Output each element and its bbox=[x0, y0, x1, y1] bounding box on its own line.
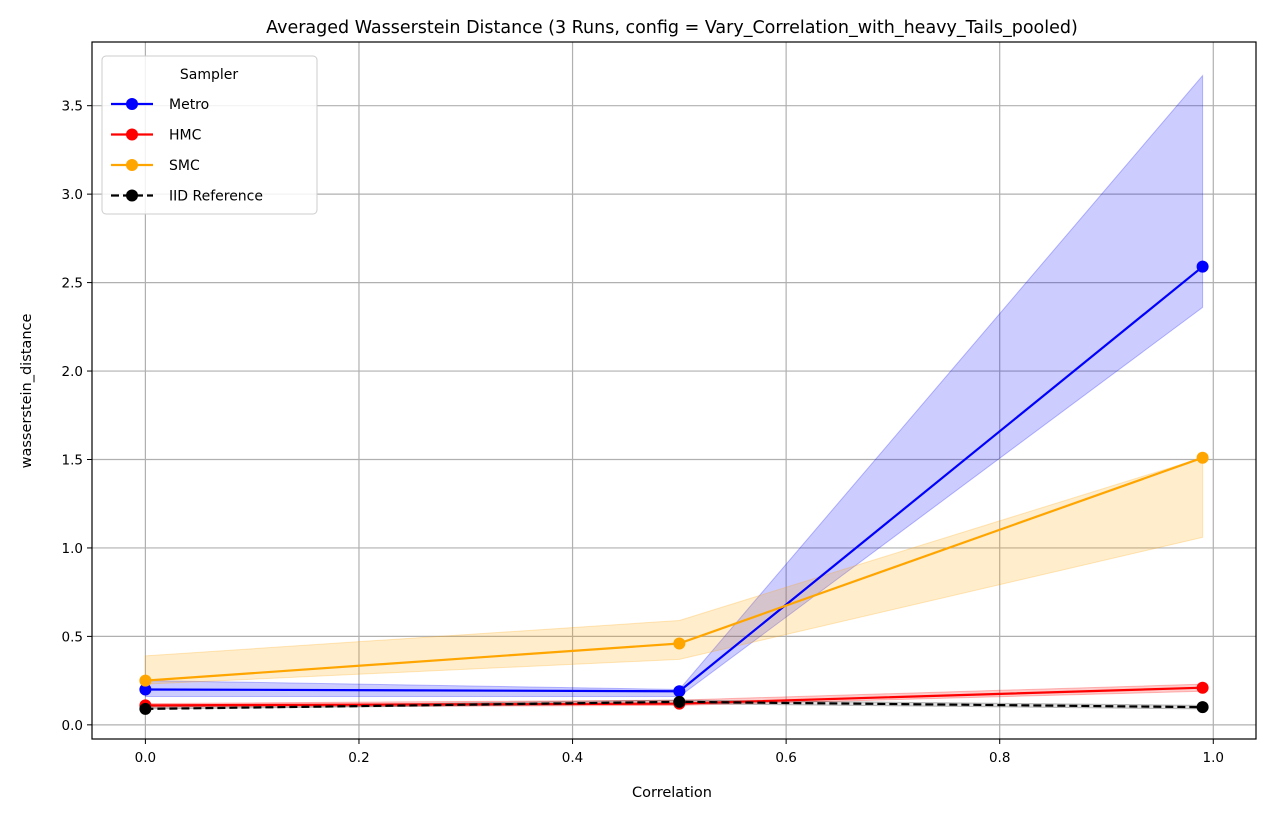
legend-marker-iid-reference bbox=[126, 189, 138, 202]
metro-point bbox=[1196, 260, 1209, 273]
x-axis-ticks: 0.0 0.2 0.4 0.6 0.8 1.0 bbox=[135, 739, 1224, 766]
legend-label-metro: Metro bbox=[169, 97, 209, 113]
y-axis-title: wasserstein_distance bbox=[19, 314, 35, 469]
smc-point bbox=[673, 637, 686, 650]
iid-reference-point bbox=[1196, 701, 1209, 714]
x-tick-label: 0.0 bbox=[135, 750, 156, 766]
chart-title: Averaged Wasserstein Distance (3 Runs, c… bbox=[266, 18, 1078, 38]
y-tick-label: 0.0 bbox=[62, 718, 83, 734]
legend-box bbox=[101, 55, 318, 215]
y-tick-label: 1.5 bbox=[62, 452, 83, 468]
metro-point bbox=[673, 685, 686, 698]
smc-point bbox=[1196, 451, 1209, 464]
x-tick-label: 0.4 bbox=[562, 750, 583, 766]
x-tick-label: 0.2 bbox=[348, 750, 369, 766]
y-axis-ticks: 0.0 0.5 1.0 1.5 2.0 2.5 3.0 3.5 bbox=[62, 99, 92, 734]
plot-frame bbox=[91, 41, 1257, 740]
y-tick-label: 3.5 bbox=[62, 99, 83, 115]
x-tick-label: 0.8 bbox=[989, 750, 1010, 766]
legend-label-iid-reference: IID Reference bbox=[169, 189, 263, 205]
smc-point bbox=[139, 674, 152, 687]
y-tick-label: 1.0 bbox=[62, 541, 83, 557]
legend-marker-hmc bbox=[126, 128, 138, 141]
y-tick-label: 3.0 bbox=[62, 187, 83, 203]
legend-marker-smc bbox=[126, 159, 138, 171]
y-tick-label: 2.5 bbox=[62, 276, 83, 292]
hmc-point bbox=[1196, 681, 1209, 694]
legend-marker-metro bbox=[126, 98, 138, 110]
iid-reference-point bbox=[139, 702, 152, 715]
legend-title: Sampler bbox=[180, 67, 238, 83]
x-tick-label: 0.6 bbox=[775, 750, 796, 766]
legend-label-hmc: HMC bbox=[169, 128, 202, 144]
iid-reference-point bbox=[673, 695, 686, 708]
y-tick-label: 2.0 bbox=[62, 364, 83, 380]
legend: Sampler Metro HMC SMC IID Reference bbox=[101, 55, 318, 215]
y-tick-label: 0.5 bbox=[62, 629, 83, 645]
grid-lines bbox=[92, 42, 1256, 739]
legend-label-smc: SMC bbox=[169, 158, 200, 174]
legend-entries: Metro HMC SMC IID Reference bbox=[111, 97, 263, 205]
x-tick-label: 1.0 bbox=[1203, 750, 1224, 766]
series-markers bbox=[139, 260, 1209, 715]
x-axis-title: Correlation bbox=[632, 785, 712, 801]
metro-point bbox=[139, 683, 152, 696]
